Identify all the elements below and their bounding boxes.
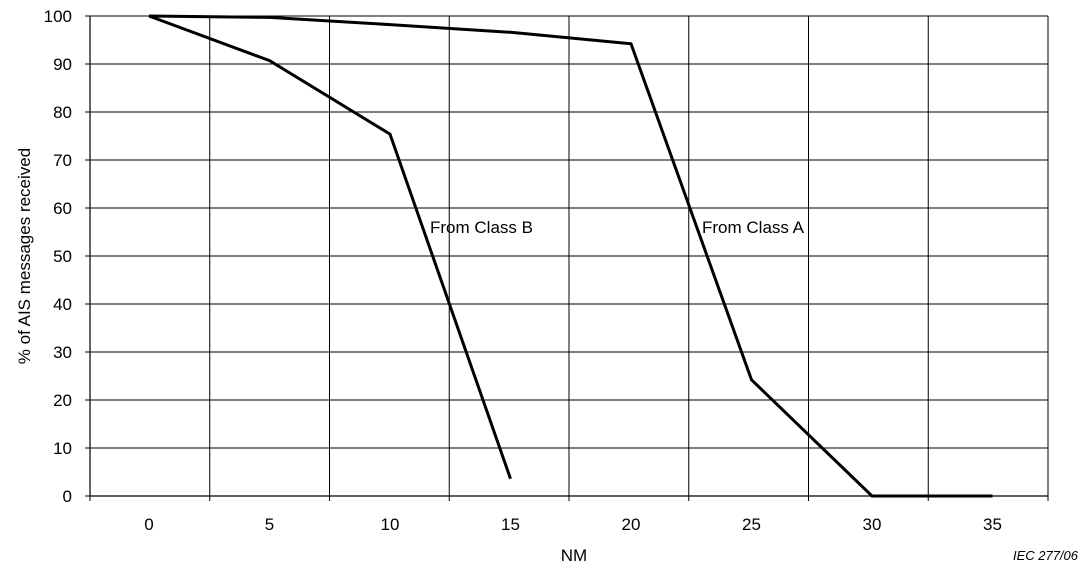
x-tick-label: 0 <box>144 515 153 534</box>
y-tick-label: 100 <box>44 7 72 26</box>
x-tick-label: 5 <box>265 515 274 534</box>
y-tick-label: 30 <box>53 343 72 362</box>
y-tick-label: 0 <box>63 487 72 506</box>
y-tick-label: 60 <box>53 199 72 218</box>
y-tick-label: 80 <box>53 103 72 122</box>
x-axis-label: NM <box>561 546 587 565</box>
y-axis-label: % of AIS messages received <box>15 148 34 364</box>
series-line-from-class-a <box>148 14 993 498</box>
x-tick-labels: 0 5 10 15 20 25 30 35 <box>144 515 1002 534</box>
y-tick-label: 70 <box>53 151 72 170</box>
x-tick-label: 15 <box>501 515 520 534</box>
series-line-from-class-b <box>148 14 512 480</box>
series-label-from-class-a: From Class A <box>702 218 805 237</box>
x-tick-label: 35 <box>983 515 1002 534</box>
y-tick-label: 10 <box>53 439 72 458</box>
chart-axes <box>85 15 1049 501</box>
x-tick-label: 25 <box>742 515 761 534</box>
series-label-from-class-b: From Class B <box>430 218 533 237</box>
series-lines <box>148 14 993 498</box>
series-annotations: From Class B From Class A <box>430 218 805 237</box>
y-tick-label: 90 <box>53 55 72 74</box>
y-tick-label: 50 <box>53 247 72 266</box>
y-tick-label: 20 <box>53 391 72 410</box>
x-tick-label: 10 <box>381 515 400 534</box>
figure-credit: IEC 277/06 <box>1013 548 1079 563</box>
y-tick-label: 40 <box>53 295 72 314</box>
y-tick-labels: 0 10 20 30 40 50 60 70 80 90 100 <box>44 7 72 506</box>
x-tick-label: 30 <box>863 515 882 534</box>
x-tick-label: 20 <box>622 515 641 534</box>
chart-grid <box>90 15 1048 496</box>
